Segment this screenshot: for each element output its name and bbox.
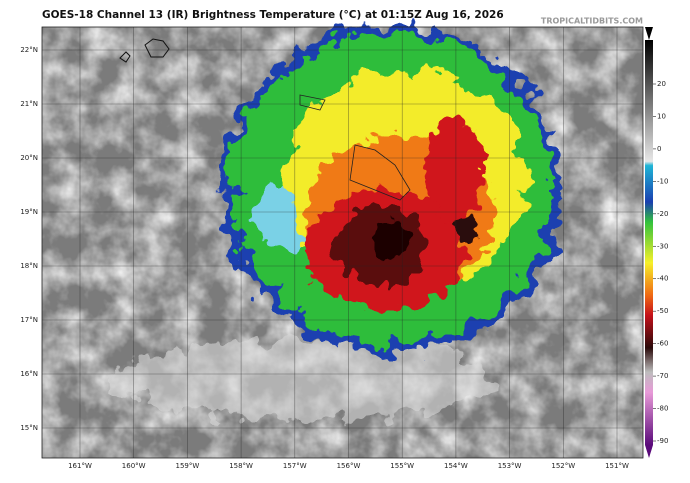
graticule bbox=[42, 27, 643, 458]
storm-red-band bbox=[425, 120, 485, 220]
storm-eye bbox=[372, 220, 412, 260]
colorbar-arrow bbox=[645, 27, 653, 40]
colorbar-tick-label: -50 bbox=[657, 307, 668, 315]
lat-label: 15°N bbox=[20, 424, 38, 432]
cloud-band bbox=[110, 340, 490, 420]
colorbar-tick-label: -60 bbox=[657, 340, 668, 348]
lat-label: 22°N bbox=[20, 46, 38, 54]
lat-label: 17°N bbox=[20, 316, 38, 324]
lon-label: 152°W bbox=[551, 462, 575, 470]
colorbar-tick-label: -40 bbox=[657, 275, 668, 283]
colorbar bbox=[645, 40, 653, 445]
colorbar-tick-label: -20 bbox=[657, 210, 668, 218]
imagery bbox=[42, 25, 643, 458]
storm-cell bbox=[452, 216, 480, 240]
lat-label: 18°N bbox=[20, 262, 38, 270]
colorbar-tick-label: -90 bbox=[657, 437, 668, 445]
colorbar-tick-label: -70 bbox=[657, 372, 668, 380]
lon-label: 153°W bbox=[498, 462, 522, 470]
lon-label: 156°W bbox=[337, 462, 361, 470]
colorbar-tick-label: 10 bbox=[657, 112, 666, 120]
colorbar-arrow bbox=[645, 445, 653, 458]
lon-label: 157°W bbox=[283, 462, 307, 470]
colorbar-tick-label: -80 bbox=[657, 405, 668, 413]
lon-label: 161°W bbox=[68, 462, 92, 470]
lat-label: 20°N bbox=[20, 154, 38, 162]
lon-label: 158°W bbox=[229, 462, 253, 470]
map-frame bbox=[41, 26, 644, 459]
island-outline bbox=[119, 38, 170, 63]
lat-label: 16°N bbox=[20, 370, 38, 378]
island-outline bbox=[299, 94, 411, 201]
lat-label: 19°N bbox=[20, 208, 38, 216]
lat-label: 21°N bbox=[20, 100, 38, 108]
lon-label: 151°W bbox=[605, 462, 629, 470]
colorbar-tick-label: -30 bbox=[657, 242, 668, 250]
colorbar-tick-label: 0 bbox=[657, 145, 661, 153]
lon-label: 160°W bbox=[122, 462, 146, 470]
credit: TROPICALTIDBITS.COM bbox=[541, 17, 643, 26]
colorbar-tick-label: -10 bbox=[657, 177, 668, 185]
colorbar-tick-label: 20 bbox=[657, 80, 666, 88]
lon-label: 154°W bbox=[444, 462, 468, 470]
lon-label: 155°W bbox=[390, 462, 414, 470]
lon-label: 159°W bbox=[176, 462, 200, 470]
title: GOES-18 Channel 13 (IR) Brightness Tempe… bbox=[42, 9, 504, 21]
